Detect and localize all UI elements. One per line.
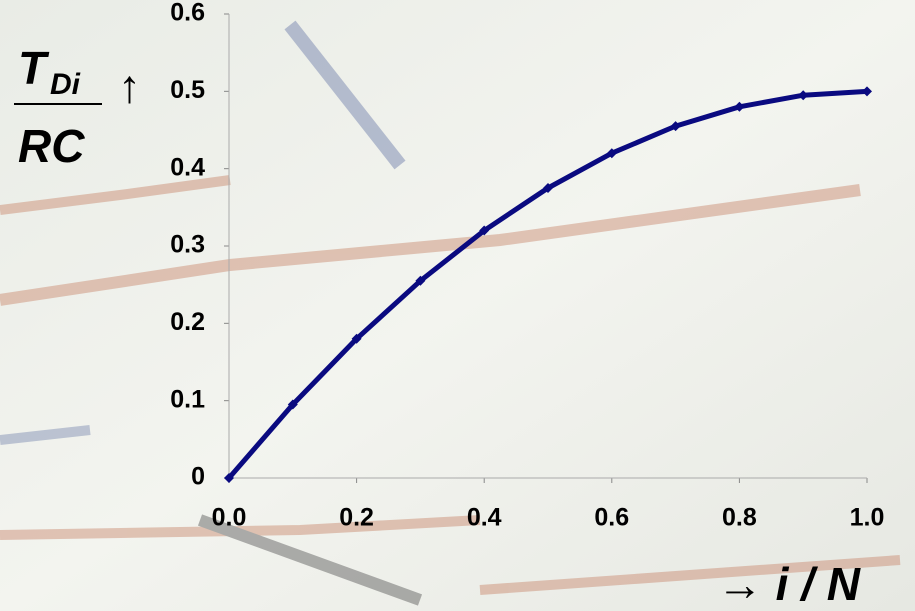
y-tick-label: 0.4 (170, 153, 205, 181)
y-label-main: T (18, 42, 50, 94)
y-label-arrow: ↑ (118, 60, 141, 112)
chart: T Di RC ↑ → i / N 0 0.1 0.2 0.3 0.4 0.5 0.6 0.0… (0, 0, 915, 611)
x-label: → i / N (717, 558, 861, 610)
x-tick-label: 0.6 (594, 504, 629, 532)
y-tick-label: 0.1 (170, 385, 205, 413)
x-tick-label: 0.8 (722, 504, 757, 532)
y-tick-label: 0.5 (170, 76, 205, 104)
y-tick-label: 0.6 (170, 0, 205, 27)
y-tick-label: 0 (191, 463, 205, 491)
y-tick-label: 0.2 (170, 308, 205, 336)
y-label-denominator: RC (18, 120, 85, 172)
x-tick-label: 0.4 (467, 504, 502, 532)
y-tick-label: 0.3 (170, 231, 205, 259)
x-tick-label: 0.0 (212, 504, 247, 532)
x-tick-label: 1.0 (850, 504, 885, 532)
y-label-subscript: Di (50, 68, 81, 101)
x-tick-label: 0.2 (339, 504, 374, 532)
